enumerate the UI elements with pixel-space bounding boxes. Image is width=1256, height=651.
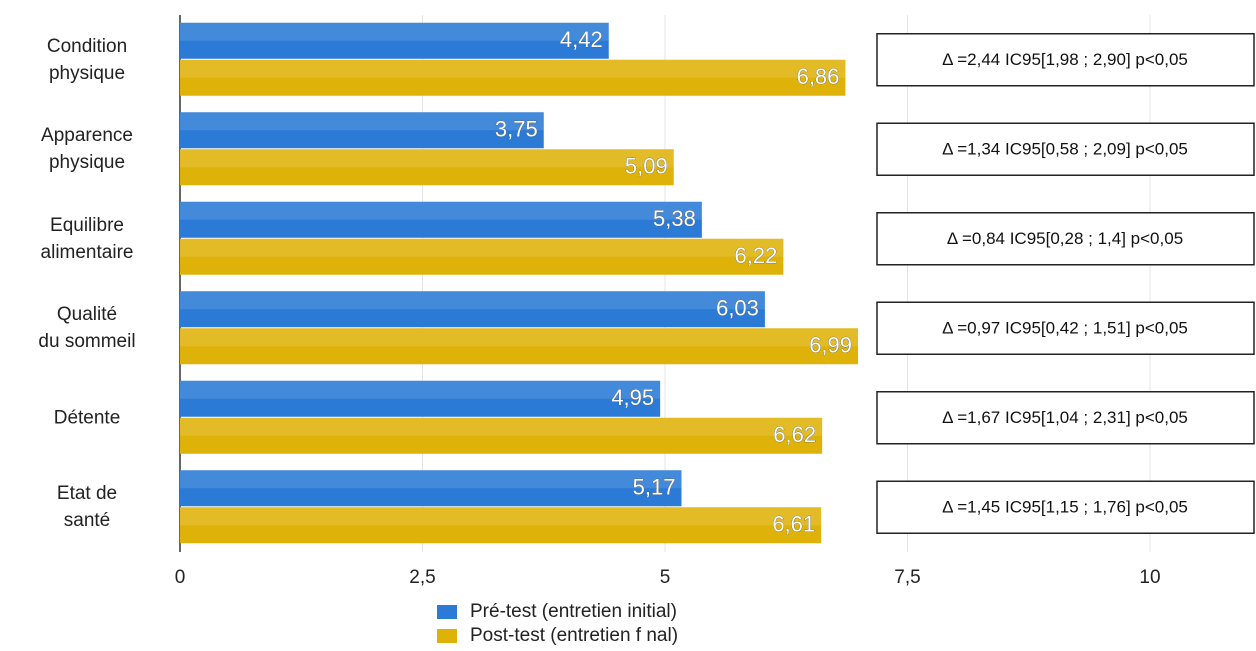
annotation-box <box>876 391 1255 445</box>
bar <box>180 201 702 238</box>
bar-shine <box>180 380 661 399</box>
bar <box>180 507 822 544</box>
x-tick-label: 5 <box>660 567 671 588</box>
bar <box>180 291 765 328</box>
annotation-box <box>876 212 1255 266</box>
bar <box>180 470 682 507</box>
bar <box>180 59 846 96</box>
category-label: Détente <box>53 407 121 429</box>
category-label: Apparence physique <box>41 125 133 174</box>
value-label: 6,03 <box>716 296 759 321</box>
annotation-box <box>876 480 1255 534</box>
x-tick-label: 2,5 <box>409 567 435 588</box>
bar-shine <box>180 59 846 78</box>
category-label: Equilibre alimentaire <box>40 214 134 263</box>
value-label: 4,95 <box>611 385 654 410</box>
annotation: Δ =2,44 IC95[1,98 ; 2,90] p<0,05 <box>942 50 1188 69</box>
category-label: Condition physique <box>46 35 128 84</box>
value-label: 6,86 <box>797 64 840 89</box>
value-label: 5,09 <box>625 154 668 179</box>
category-label: Qualité du sommeil <box>38 304 136 353</box>
annotation: Δ =1,45 IC95[1,15 ; 1,76] p<0,05 <box>942 498 1188 517</box>
bar-shine <box>180 149 674 168</box>
bar <box>180 380 661 417</box>
annotation: Δ =1,34 IC95[0,58 ; 2,09] p<0,05 <box>942 140 1188 159</box>
value-label: 6,99 <box>809 333 852 358</box>
bar-shine <box>180 238 784 257</box>
annotation-box <box>876 33 1255 87</box>
value-label: 4,42 <box>560 27 603 52</box>
bar-shine <box>180 112 544 131</box>
bar <box>180 112 544 149</box>
bar-shine <box>180 507 822 526</box>
legend-swatch <box>437 605 457 619</box>
bar <box>180 238 784 275</box>
annotation-box <box>876 122 1255 176</box>
annotation: Δ =0,84 IC95[0,28 ; 1,4] p<0,05 <box>947 229 1183 248</box>
bar-shine <box>180 201 702 220</box>
value-label: 3,75 <box>495 117 538 142</box>
bar <box>180 417 823 454</box>
annotation-box <box>876 301 1255 355</box>
legend-swatch <box>437 629 457 643</box>
bar <box>180 22 609 59</box>
x-tick-label: 7,5 <box>894 567 920 588</box>
annotation: Δ =1,67 IC95[1,04 ; 2,31] p<0,05 <box>942 408 1188 427</box>
bar-shine <box>180 291 765 310</box>
bar <box>180 328 859 365</box>
value-label: 5,17 <box>633 475 676 500</box>
bar-shine <box>180 470 682 489</box>
bar-shine <box>180 417 823 436</box>
value-label: 5,38 <box>653 206 696 231</box>
bar <box>180 149 674 186</box>
value-label: 6,61 <box>772 512 815 537</box>
legend-label: Pré-test (entretien initial) <box>470 601 677 622</box>
legend-label: Post-test (entretien f nal) <box>470 625 678 646</box>
bar-shine <box>180 22 609 41</box>
category-label: Etat de santé <box>56 483 118 532</box>
value-label: 6,22 <box>735 243 778 268</box>
bar-shine <box>180 328 859 347</box>
x-tick-label: 10 <box>1139 567 1160 588</box>
value-label: 6,62 <box>773 422 816 447</box>
annotation: Δ =0,97 IC95[0,42 ; 1,51] p<0,05 <box>942 319 1188 338</box>
x-tick-label: 0 <box>175 567 186 588</box>
